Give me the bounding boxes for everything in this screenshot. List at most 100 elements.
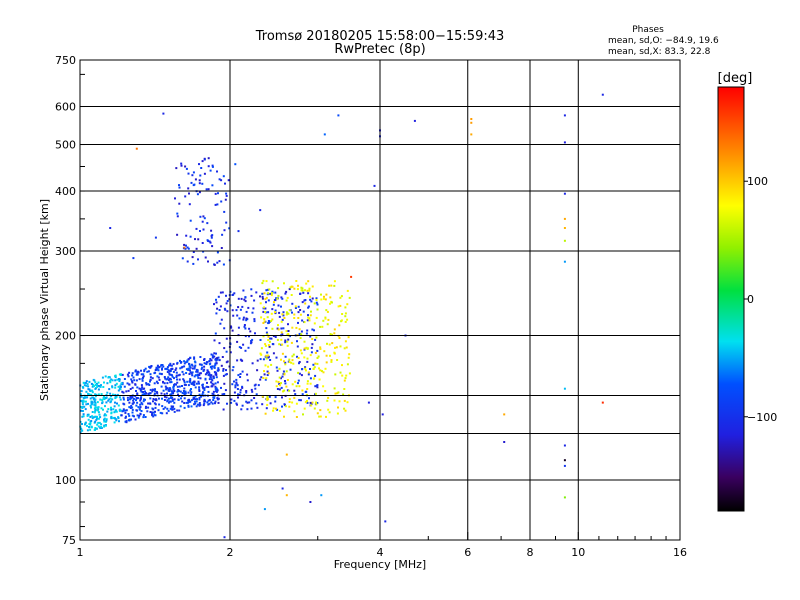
data-point xyxy=(155,366,158,369)
data-point xyxy=(141,403,144,406)
data-point xyxy=(214,358,217,361)
data-point xyxy=(96,406,99,409)
data-point xyxy=(212,393,215,396)
data-point xyxy=(195,370,198,373)
data-point xyxy=(252,307,255,310)
data-point xyxy=(85,403,88,406)
data-point xyxy=(188,398,190,401)
data-point xyxy=(109,381,112,384)
data-point xyxy=(237,396,239,399)
data-point xyxy=(119,373,122,376)
data-point xyxy=(129,407,132,409)
data-point xyxy=(309,501,312,503)
data-point xyxy=(111,386,114,389)
data-point xyxy=(114,409,117,412)
data-point xyxy=(266,316,269,319)
data-point xyxy=(202,391,205,394)
data-point xyxy=(295,385,298,388)
data-point xyxy=(207,165,210,168)
data-point xyxy=(264,378,267,381)
data-point xyxy=(217,401,220,404)
data-point xyxy=(331,342,334,345)
data-point xyxy=(344,315,347,318)
data-point xyxy=(96,417,98,420)
data-point xyxy=(274,311,276,314)
data-point xyxy=(285,453,288,456)
data-point xyxy=(128,406,131,409)
data-point xyxy=(96,401,99,404)
data-point xyxy=(280,327,283,330)
y-axis-label: Stationary phase Virtual Height [km] xyxy=(38,199,51,401)
data-point xyxy=(236,403,238,406)
data-point xyxy=(211,356,214,359)
data-point xyxy=(294,380,297,383)
data-point xyxy=(183,360,186,363)
data-point xyxy=(210,353,213,356)
data-point xyxy=(216,203,219,206)
data-point xyxy=(211,365,214,368)
data-point xyxy=(131,402,134,405)
data-point xyxy=(304,299,307,301)
data-point xyxy=(140,369,142,372)
data-point xyxy=(224,182,226,185)
data-point xyxy=(130,397,133,400)
data-point xyxy=(335,346,338,349)
data-point xyxy=(194,364,197,367)
data-point xyxy=(139,389,142,392)
data-point xyxy=(128,414,131,417)
data-point xyxy=(246,379,249,382)
data-point xyxy=(267,354,270,357)
data-point xyxy=(132,399,135,402)
phases-mean-o: mean, sd,O: −84.9, 19.6 xyxy=(608,36,719,46)
data-point xyxy=(196,373,199,376)
data-point xyxy=(91,385,94,388)
data-point xyxy=(178,385,181,388)
data-point xyxy=(209,169,212,172)
data-point xyxy=(307,316,310,319)
data-point xyxy=(196,369,199,372)
chart-title: Tromsø 20180205 15:58:00−15:59:43 xyxy=(255,29,505,44)
data-point xyxy=(316,402,319,404)
data-point xyxy=(172,385,175,388)
data-point xyxy=(223,393,226,395)
data-point xyxy=(319,369,322,372)
data-point xyxy=(135,147,138,150)
data-point xyxy=(270,363,273,366)
data-point xyxy=(283,317,286,319)
data-point xyxy=(306,382,309,385)
data-point xyxy=(131,408,134,411)
data-point xyxy=(162,112,165,115)
data-point xyxy=(307,292,310,295)
data-point xyxy=(97,425,100,428)
data-point xyxy=(248,335,250,338)
data-point xyxy=(173,407,176,410)
data-point xyxy=(316,412,319,415)
data-point xyxy=(201,393,204,396)
data-point xyxy=(209,358,212,360)
data-point xyxy=(227,179,230,182)
data-point xyxy=(109,392,112,395)
data-point xyxy=(196,398,198,401)
data-point xyxy=(249,330,252,333)
data-point xyxy=(244,327,247,330)
data-point xyxy=(280,382,282,385)
data-point xyxy=(97,406,100,409)
data-point xyxy=(222,368,225,370)
data-point xyxy=(97,417,100,420)
data-point xyxy=(344,409,347,412)
data-point xyxy=(219,322,222,325)
data-point xyxy=(167,379,170,382)
data-point xyxy=(215,312,218,315)
data-point xyxy=(106,382,109,385)
data-point xyxy=(253,397,256,399)
data-point xyxy=(190,181,193,184)
data-point xyxy=(334,373,337,376)
data-point xyxy=(194,395,197,398)
data-point xyxy=(305,332,308,335)
data-point xyxy=(281,405,283,408)
data-point xyxy=(297,305,300,308)
data-point xyxy=(330,284,333,287)
data-point xyxy=(563,239,566,242)
data-point xyxy=(215,362,218,365)
data-point xyxy=(130,418,132,421)
